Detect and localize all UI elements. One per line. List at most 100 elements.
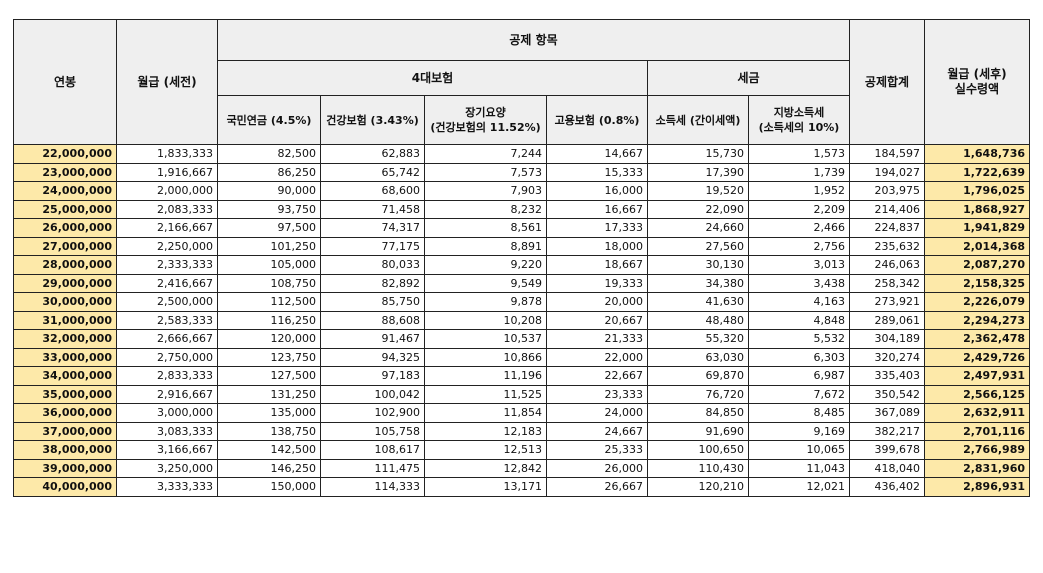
cell-income-tax: 63,030 xyxy=(647,347,749,367)
cell-employment: 22,000 xyxy=(546,347,648,367)
table-row: 36,000,000 3,000,000 135,000 102,900 11,854 2… xyxy=(13,403,1030,423)
cell-total-deduction: 273,921 xyxy=(849,292,925,312)
cell-total-deduction: 246,063 xyxy=(849,255,925,275)
cell-monthly-pretax: 2,500,000 xyxy=(116,292,218,312)
cell-net-salary: 1,796,025 xyxy=(924,181,1030,201)
salary-deduction-table: 연봉 월급 (세전) 공제 항목 공제합계 월급 (세후) 실수령액 4대보험 … xyxy=(13,19,1030,497)
cell-long-term-care: 13,171 xyxy=(424,477,547,497)
cell-health: 105,758 xyxy=(320,421,425,441)
cell-net-salary: 2,429,726 xyxy=(924,347,1030,367)
cell-net-salary: 2,087,270 xyxy=(924,255,1030,275)
cell-net-salary: 2,226,079 xyxy=(924,292,1030,312)
cell-net-salary: 2,896,931 xyxy=(924,477,1030,497)
cell-income-tax: 120,210 xyxy=(647,477,749,497)
cell-annual-salary: 25,000,000 xyxy=(13,199,117,219)
cell-net-salary: 1,941,829 xyxy=(924,218,1030,238)
table-row: 23,000,000 1,916,667 86,250 65,742 7,573 15,3… xyxy=(13,162,1030,182)
cell-total-deduction: 203,975 xyxy=(849,181,925,201)
cell-health: 80,033 xyxy=(320,255,425,275)
table-row: 28,000,000 2,333,333 105,000 80,033 9,220 18,… xyxy=(13,255,1030,275)
cell-health: 97,183 xyxy=(320,366,425,386)
cell-monthly-pretax: 3,000,000 xyxy=(116,403,218,423)
cell-pension: 120,000 xyxy=(217,329,321,349)
cell-monthly-pretax: 2,000,000 xyxy=(116,181,218,201)
cell-monthly-pretax: 2,416,667 xyxy=(116,273,218,293)
cell-total-deduction: 289,061 xyxy=(849,310,925,330)
cell-pension: 105,000 xyxy=(217,255,321,275)
cell-income-tax: 91,690 xyxy=(647,421,749,441)
cell-annual-salary: 26,000,000 xyxy=(13,218,117,238)
cell-long-term-care: 7,244 xyxy=(424,144,547,164)
cell-annual-salary: 39,000,000 xyxy=(13,458,117,478)
cell-monthly-pretax: 2,916,667 xyxy=(116,384,218,404)
cell-local-tax: 10,065 xyxy=(748,440,850,460)
cell-employment: 25,333 xyxy=(546,440,648,460)
cell-long-term-care: 10,208 xyxy=(424,310,547,330)
cell-annual-salary: 32,000,000 xyxy=(13,329,117,349)
cell-monthly-pretax: 2,833,333 xyxy=(116,366,218,386)
table-row: 29,000,000 2,416,667 108,750 82,892 9,549 19,… xyxy=(13,273,1030,293)
cell-income-tax: 110,430 xyxy=(647,458,749,478)
cell-long-term-care: 9,878 xyxy=(424,292,547,312)
cell-employment: 26,667 xyxy=(546,477,648,497)
cell-total-deduction: 304,189 xyxy=(849,329,925,349)
cell-annual-salary: 23,000,000 xyxy=(13,162,117,182)
table-row: 32,000,000 2,666,667 120,000 91,467 10,537 21… xyxy=(13,329,1030,349)
header-local-tax-line1: 지방소득세 xyxy=(773,106,825,119)
cell-long-term-care: 12,513 xyxy=(424,440,547,460)
cell-local-tax: 4,848 xyxy=(748,310,850,330)
cell-local-tax: 3,438 xyxy=(748,273,850,293)
cell-long-term-care: 8,891 xyxy=(424,236,547,256)
cell-total-deduction: 194,027 xyxy=(849,162,925,182)
cell-net-salary: 1,722,639 xyxy=(924,162,1030,182)
cell-income-tax: 41,630 xyxy=(647,292,749,312)
cell-employment: 16,000 xyxy=(546,181,648,201)
cell-annual-salary: 38,000,000 xyxy=(13,440,117,460)
cell-health: 82,892 xyxy=(320,273,425,293)
cell-long-term-care: 12,183 xyxy=(424,421,547,441)
cell-annual-salary: 34,000,000 xyxy=(13,366,117,386)
cell-health: 111,475 xyxy=(320,458,425,478)
cell-monthly-pretax: 2,583,333 xyxy=(116,310,218,330)
table-row: 27,000,000 2,250,000 101,250 77,175 8,891 18,… xyxy=(13,236,1030,256)
table-row: 34,000,000 2,833,333 127,500 97,183 11,196 22… xyxy=(13,366,1030,386)
cell-total-deduction: 367,089 xyxy=(849,403,925,423)
cell-net-salary: 2,566,125 xyxy=(924,384,1030,404)
table-row: 24,000,000 2,000,000 90,000 68,600 7,903 16,0… xyxy=(13,181,1030,201)
header-ltc-line1: 장기요양 xyxy=(465,106,506,119)
cell-local-tax: 2,756 xyxy=(748,236,850,256)
cell-annual-salary: 24,000,000 xyxy=(13,181,117,201)
cell-total-deduction: 436,402 xyxy=(849,477,925,497)
cell-pension: 138,750 xyxy=(217,421,321,441)
cell-monthly-pretax: 3,333,333 xyxy=(116,477,218,497)
cell-employment: 23,333 xyxy=(546,384,648,404)
cell-employment: 24,000 xyxy=(546,403,648,423)
cell-total-deduction: 399,678 xyxy=(849,440,925,460)
cell-employment: 20,667 xyxy=(546,310,648,330)
cell-total-deduction: 335,403 xyxy=(849,366,925,386)
cell-employment: 18,667 xyxy=(546,255,648,275)
cell-long-term-care: 8,232 xyxy=(424,199,547,219)
table-row: 31,000,000 2,583,333 116,250 88,608 10,208 20… xyxy=(13,310,1030,330)
table-row: 38,000,000 3,166,667 142,500 108,617 12,513 2… xyxy=(13,440,1030,460)
cell-total-deduction: 320,274 xyxy=(849,347,925,367)
cell-pension: 150,000 xyxy=(217,477,321,497)
cell-employment: 21,333 xyxy=(546,329,648,349)
table-row: 25,000,000 2,083,333 93,750 71,458 8,232 16,6… xyxy=(13,199,1030,219)
cell-local-tax: 4,163 xyxy=(748,292,850,312)
cell-pension: 135,000 xyxy=(217,403,321,423)
cell-health: 91,467 xyxy=(320,329,425,349)
cell-net-salary: 2,632,911 xyxy=(924,403,1030,423)
cell-local-tax: 1,952 xyxy=(748,181,850,201)
header-employment: 고용보험 (0.8%) xyxy=(546,95,648,145)
cell-long-term-care: 8,561 xyxy=(424,218,547,238)
cell-total-deduction: 258,342 xyxy=(849,273,925,293)
cell-annual-salary: 22,000,000 xyxy=(13,144,117,164)
cell-long-term-care: 12,842 xyxy=(424,458,547,478)
cell-total-deduction: 382,217 xyxy=(849,421,925,441)
header-local-tax-line2: (소득세의 10%) xyxy=(758,121,840,134)
cell-net-salary: 1,868,927 xyxy=(924,199,1030,219)
cell-local-tax: 12,021 xyxy=(748,477,850,497)
header-net-salary: 월급 (세후) 실수령액 xyxy=(924,19,1030,145)
cell-net-salary: 2,766,989 xyxy=(924,440,1030,460)
